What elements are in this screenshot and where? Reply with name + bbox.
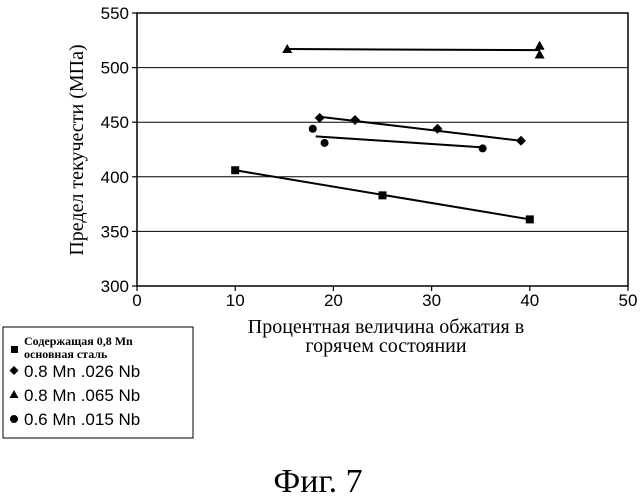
legend-label-series1-line2: основная сталь: [24, 347, 108, 361]
x-axis-title-line2: горячем состоянии: [305, 335, 466, 357]
series-2-point-4: [516, 136, 526, 146]
legend-label-series2: 0.8 Mn .026 Nb: [24, 362, 140, 381]
series-1-point-2: [379, 191, 387, 199]
yield-strength-chart: 300 350 400 450 500 550 0 10 20 30 40 50 Предел тек…: [0, 0, 644, 500]
x-tick-label-30: 30: [422, 291, 441, 310]
series-2-trendline: [320, 117, 521, 141]
plot-area-frame: [137, 13, 628, 286]
x-tick-label-40: 40: [520, 291, 539, 310]
legend-label-series3: 0.8 Mn .065 Nb: [24, 386, 140, 405]
x-tick-label-0: 0: [132, 291, 141, 310]
x-tick-label-20: 20: [324, 291, 343, 310]
series-4: [309, 125, 487, 153]
legend-circle-icon: [10, 415, 18, 423]
x-tick-label-50: 50: [619, 291, 638, 310]
series-3-point-2: [535, 41, 545, 50]
series-2-point-1: [315, 113, 325, 123]
y-tick-label-500: 500: [101, 59, 129, 78]
y-tick-label-550: 550: [101, 4, 129, 23]
series-2-point-3: [432, 124, 442, 134]
series-4-point-1: [309, 125, 317, 133]
series-1-point-1: [231, 166, 239, 174]
x-tick-label-10: 10: [226, 291, 245, 310]
series-4-point-3: [479, 144, 487, 152]
y-axis-title: Предел текучести (МПа): [66, 44, 88, 255]
legend: Содержащая 0,8 Mn основная сталь 0.8 Mn …: [3, 327, 193, 438]
legend-label-series4: 0.6 Mn .015 Nb: [24, 410, 140, 429]
y-tick-label-350: 350: [101, 222, 129, 241]
series-2-point-2: [350, 115, 360, 125]
series-4-point-2: [321, 139, 329, 147]
legend-label-series1-line1: Содержащая 0,8 Mn: [24, 334, 133, 348]
y-tick-label-400: 400: [101, 168, 129, 187]
series-1: [231, 166, 534, 223]
legend-diamond-icon: [10, 366, 19, 375]
figure-caption: Фиг. 7: [273, 463, 362, 500]
series-2: [315, 113, 526, 146]
data-series: [231, 41, 544, 224]
y-tick-label-300: 300: [101, 277, 129, 296]
series-3: [282, 41, 544, 59]
y-tick-label-450: 450: [101, 113, 129, 132]
legend-square-icon: [11, 346, 18, 353]
series-3-trendline: [287, 49, 539, 50]
legend-triangle-icon: [10, 390, 19, 398]
series-4-trendline: [316, 136, 483, 147]
grid-lines: [137, 68, 628, 232]
series-1-point-3: [526, 215, 534, 223]
